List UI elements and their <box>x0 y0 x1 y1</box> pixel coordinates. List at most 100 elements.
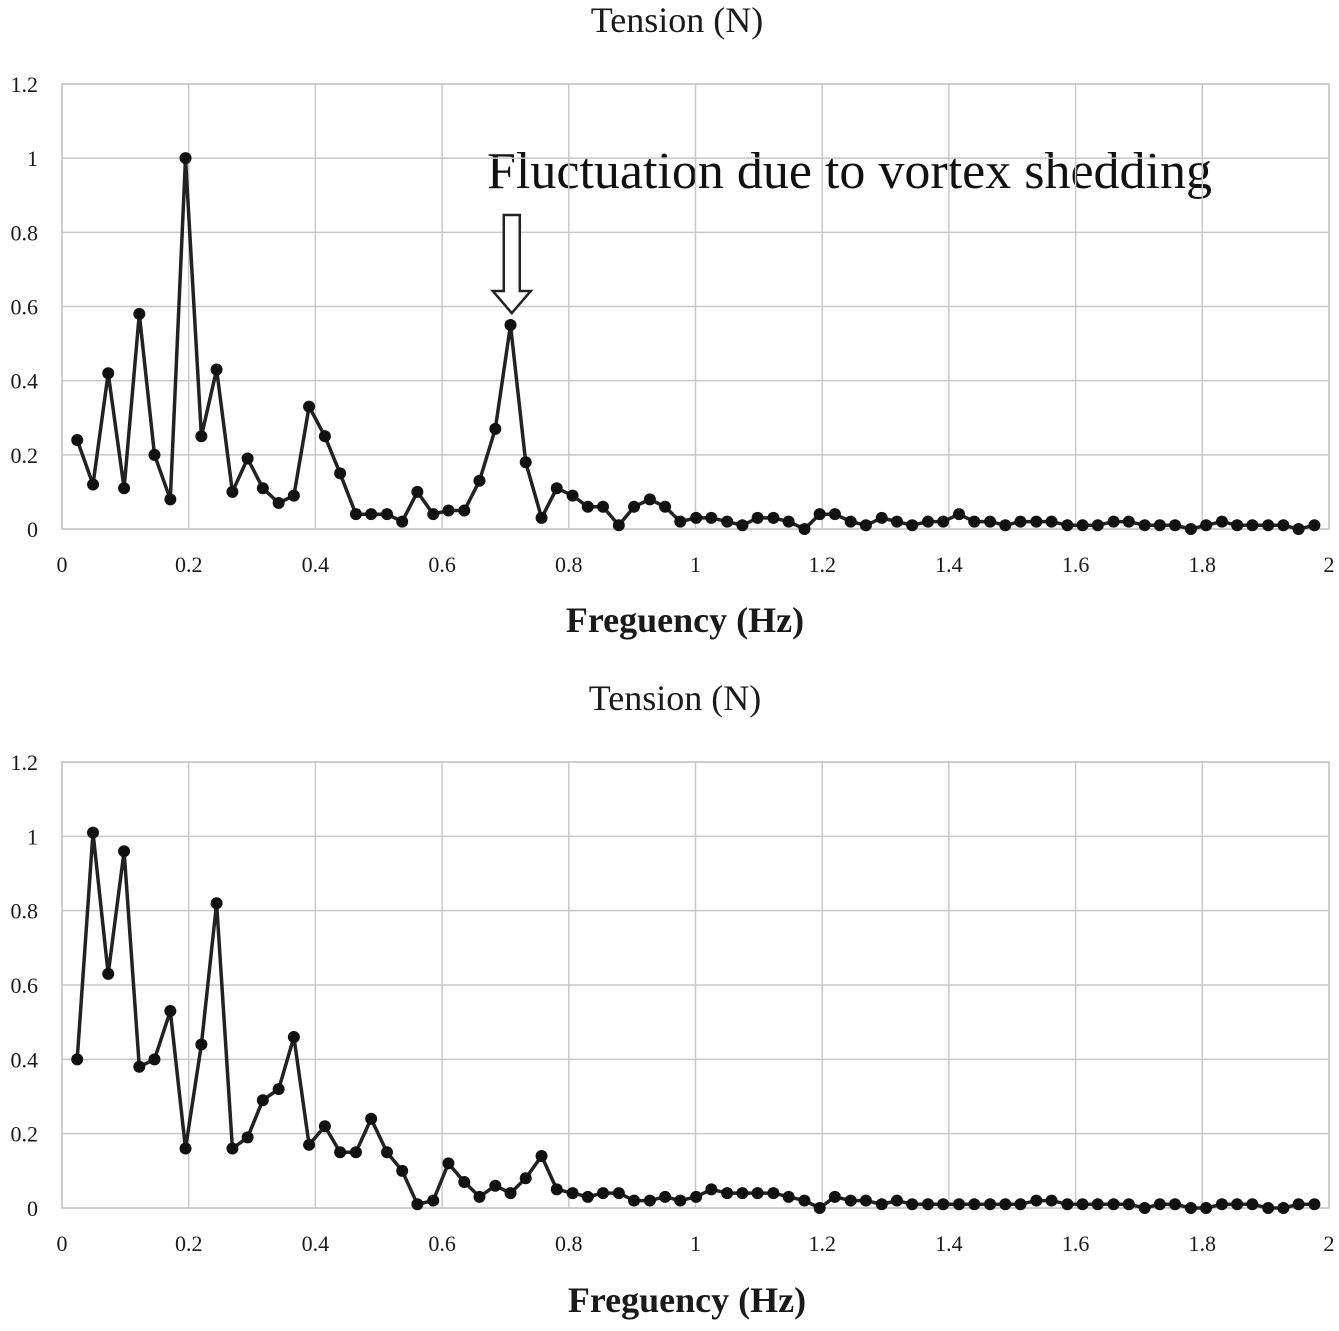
data-point <box>937 1198 950 1211</box>
data-point <box>999 1198 1012 1211</box>
data-point <box>1215 515 1228 528</box>
data-point <box>519 1172 532 1185</box>
data-point <box>721 1187 734 1200</box>
data-point <box>721 515 734 528</box>
data-point <box>890 1194 903 1207</box>
data-point <box>87 826 100 839</box>
data-point <box>581 1190 594 1203</box>
data-point <box>349 1146 362 1159</box>
data-point <box>1231 1198 1244 1211</box>
data-point <box>179 1142 192 1155</box>
x-tick-label: 2 <box>1324 552 1335 577</box>
chart-title: Tension (N) <box>591 0 763 40</box>
x-tick-label: 0.8 <box>555 1231 583 1256</box>
data-point <box>1184 1202 1197 1214</box>
data-point <box>272 1083 285 1096</box>
annotation-label: Fluctuation due to vortex shedding <box>487 143 1212 200</box>
data-point <box>458 1175 471 1188</box>
data-point <box>875 511 888 524</box>
data-point <box>1122 515 1135 528</box>
data-point <box>226 485 239 498</box>
data-point <box>968 1198 981 1211</box>
data-point <box>751 1187 764 1200</box>
data-point <box>535 1149 548 1162</box>
data-point <box>1169 1198 1182 1211</box>
data-point <box>953 1198 966 1211</box>
data-point <box>489 1179 502 1192</box>
data-point <box>148 1053 161 1066</box>
data-point <box>102 967 115 980</box>
data-point <box>628 1194 641 1207</box>
y-tick-label: 1.2 <box>11 750 39 775</box>
data-point <box>427 1194 440 1207</box>
data-point <box>179 152 192 165</box>
x-tick-label: 1 <box>690 552 701 577</box>
data-point <box>519 456 532 469</box>
data-point <box>1138 1202 1151 1214</box>
data-point <box>473 1190 486 1203</box>
x-tick-label: 0.8 <box>555 552 583 577</box>
data-point <box>1030 515 1043 528</box>
data-point <box>241 1131 254 1144</box>
x-tick-label: 1.8 <box>1189 552 1217 577</box>
data-point <box>256 1094 269 1107</box>
data-point <box>318 1120 331 1133</box>
x-tick-label: 0.4 <box>302 552 330 577</box>
data-point <box>349 508 362 521</box>
data-point <box>380 508 393 521</box>
x-tick-label: 0.2 <box>175 552 203 577</box>
data-point <box>1277 519 1290 532</box>
data-point <box>1030 1194 1043 1207</box>
data-point <box>813 508 826 521</box>
data-point <box>396 1164 409 1177</box>
data-point <box>1308 519 1321 532</box>
data-point <box>597 1187 610 1200</box>
data-point <box>798 1194 811 1207</box>
y-tick-label: 0.6 <box>11 295 39 320</box>
chart-title: Tension (N) <box>589 678 761 718</box>
data-point <box>875 1198 888 1211</box>
data-point <box>133 307 146 320</box>
annotation-arrow <box>490 213 534 315</box>
data-point <box>953 508 966 521</box>
data-point <box>1076 519 1089 532</box>
data-point <box>890 515 903 528</box>
data-point <box>798 523 811 535</box>
x-tick-label: 2 <box>1324 1231 1335 1256</box>
x-tick-label: 0 <box>57 1231 68 1256</box>
data-point <box>937 515 950 528</box>
y-tick-label: 1.2 <box>11 72 39 97</box>
data-point <box>659 500 672 513</box>
y-tick-label: 1 <box>27 824 38 849</box>
x-axis-label: Freguency (Hz) <box>568 1280 806 1320</box>
data-point <box>1246 1198 1259 1211</box>
data-point <box>921 1198 934 1211</box>
y-tick-label: 0.8 <box>11 220 39 245</box>
data-point <box>118 845 131 858</box>
data-point <box>690 511 703 524</box>
data-point <box>303 1138 316 1151</box>
data-point <box>1246 519 1259 532</box>
data-point <box>396 515 409 528</box>
data-point <box>164 1005 177 1018</box>
data-point <box>984 1198 997 1211</box>
data-point <box>1076 1198 1089 1211</box>
data-point <box>1169 519 1182 532</box>
x-tick-label: 1.6 <box>1062 1231 1090 1256</box>
data-point <box>164 493 177 506</box>
data-point <box>1292 1198 1305 1211</box>
data-point <box>782 515 795 528</box>
x-tick-label: 1.6 <box>1062 552 1090 577</box>
data-point <box>256 482 269 495</box>
data-point <box>674 1194 687 1207</box>
data-point <box>705 1183 718 1196</box>
x-axis-label: Freguency (Hz) <box>566 600 804 640</box>
data-point <box>1045 1194 1058 1207</box>
data-point <box>859 1194 872 1207</box>
data-point <box>906 519 919 532</box>
data-point <box>566 489 579 502</box>
data-point <box>828 508 841 521</box>
data-point <box>1014 1198 1027 1211</box>
y-tick-label: 0.2 <box>11 1122 39 1147</box>
data-point <box>736 1187 749 1200</box>
